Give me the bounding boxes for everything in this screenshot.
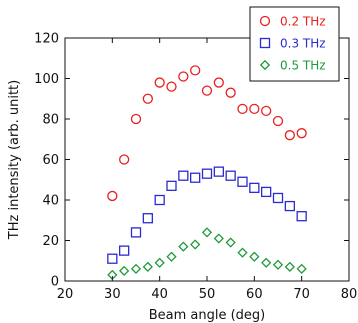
y-tick-label: 20: [42, 234, 59, 249]
data-point: [178, 170, 189, 181]
data-point: [296, 211, 307, 222]
x-tick-label: 80: [341, 287, 358, 302]
x-axis-label: Beam angle (deg): [149, 308, 266, 323]
legend-label: 0.2 THz: [280, 15, 326, 29]
data-point: [284, 200, 295, 212]
x-tick-label: 20: [57, 287, 74, 302]
y-tick-label: 100: [34, 72, 59, 87]
data-point: [178, 241, 189, 252]
data-point: [119, 245, 130, 256]
data-point: [237, 103, 248, 115]
data-point: [213, 77, 224, 88]
data-point: [225, 170, 236, 181]
data-point: [261, 257, 272, 268]
y-tick-label: 0: [51, 275, 59, 290]
data-point: [237, 176, 248, 187]
x-tick-label: 50: [199, 287, 216, 302]
data-point: [154, 257, 165, 268]
data-point: [142, 93, 153, 104]
series-0-3-thz: [107, 166, 307, 264]
data-point: [296, 263, 307, 274]
data-point: [296, 128, 307, 139]
data-point: [190, 65, 201, 76]
data-point: [166, 81, 177, 92]
data-point: [213, 233, 224, 244]
data-point: [190, 172, 201, 183]
data-point: [284, 130, 295, 141]
data-point: [166, 251, 177, 262]
data-point: [249, 103, 260, 115]
data-point: [272, 115, 284, 127]
data-point: [119, 265, 130, 276]
series-0-5-thz: [107, 227, 307, 281]
legend-marker: [259, 37, 271, 49]
legend-marker: [259, 15, 271, 27]
legend: 0.2 THz 0.3 THz 0.5 THz: [249, 6, 340, 82]
data-point: [261, 105, 272, 117]
data-point: [178, 71, 189, 82]
legend-label: 0.3 THz: [280, 37, 326, 51]
series-0-2-thz: [107, 65, 307, 202]
data-point: [201, 227, 213, 238]
data-point: [225, 237, 236, 248]
data-point: [154, 77, 165, 88]
data-point: [190, 239, 201, 250]
plot-marks: [107, 65, 307, 281]
data-point: [130, 113, 142, 125]
x-tick-label: 40: [151, 287, 168, 302]
data-point: [130, 263, 142, 274]
data-point: [107, 190, 118, 202]
y-tick-label: 60: [42, 153, 59, 168]
data-point: [130, 227, 142, 238]
data-point: [284, 261, 295, 272]
legend-marker: [259, 59, 271, 71]
y-tick-label: 40: [42, 194, 59, 209]
data-point: [107, 253, 118, 264]
x-tick-label: 60: [246, 287, 263, 302]
data-point: [119, 154, 130, 165]
data-point: [261, 186, 272, 198]
y-tick-label: 80: [42, 113, 59, 128]
data-point: [142, 213, 153, 224]
data-point: [166, 180, 177, 191]
data-point: [225, 87, 236, 98]
data-point: [154, 194, 165, 206]
data-point: [213, 166, 224, 177]
data-point: [142, 261, 153, 272]
data-point: [272, 259, 284, 270]
x-tick-label: 30: [104, 287, 121, 302]
data-point: [237, 247, 248, 258]
y-tick-label: 120: [34, 32, 59, 47]
data-point: [249, 251, 260, 262]
data-point: [201, 168, 213, 179]
data-point: [272, 192, 284, 204]
y-axis-label: THz intensity (arb. unitt): [7, 80, 22, 240]
data-point: [201, 85, 213, 96]
data-point: [249, 182, 260, 194]
x-tick-label: 70: [293, 287, 310, 302]
legend-label: 0.5 THz: [280, 59, 326, 73]
